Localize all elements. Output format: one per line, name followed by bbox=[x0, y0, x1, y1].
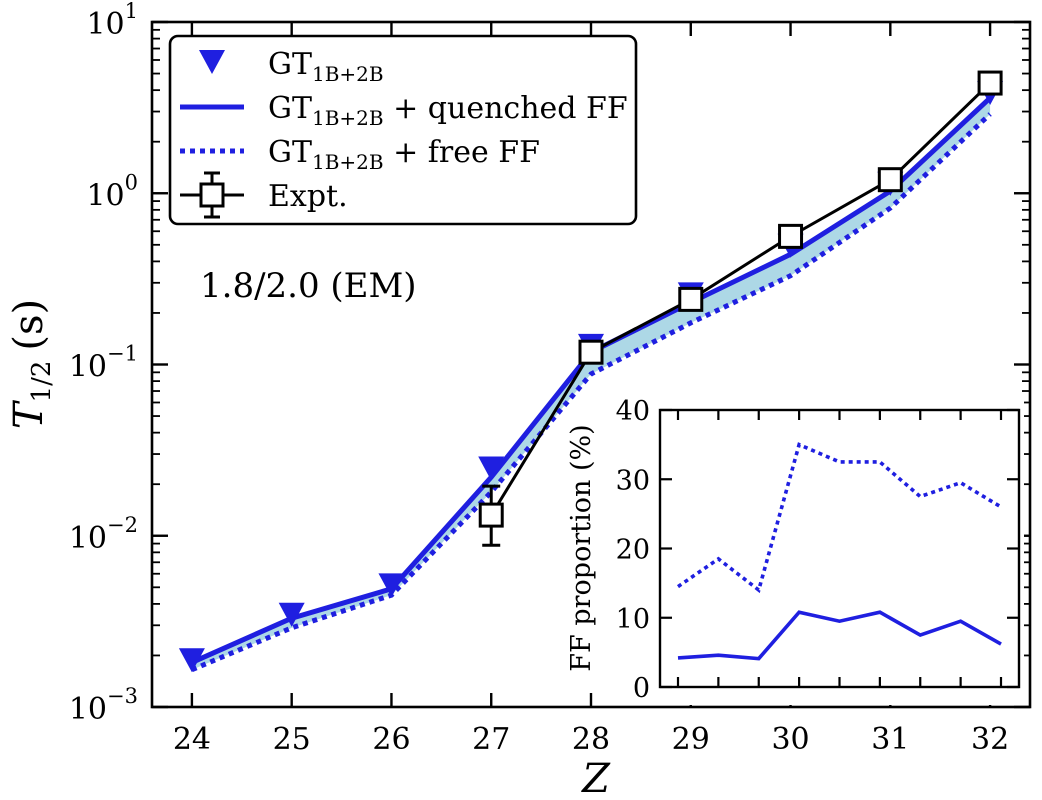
inset-y-axis-label: FF proportion (%) bbox=[566, 424, 597, 671]
x-tick-label: 26 bbox=[372, 722, 410, 757]
svg-text:T1/2(s): T1/2 (s) bbox=[6, 299, 57, 429]
y-tick-label: 10−3 bbox=[69, 684, 138, 727]
inset-series-inset_quenched bbox=[677, 610, 1002, 661]
inset-series-layer bbox=[676, 442, 1002, 661]
expt-marker bbox=[977, 70, 1003, 96]
x-axis-label: Z bbox=[580, 756, 611, 800]
expt-marker bbox=[578, 339, 604, 365]
series-line-free-ff bbox=[190, 112, 992, 673]
inset-chart: 0 10 20 30 40 FF proportion (%) bbox=[566, 396, 1024, 705]
gt-marker bbox=[378, 573, 405, 598]
legend-gt-marker bbox=[199, 49, 225, 74]
y-tick-label: 101 bbox=[86, 0, 138, 42]
gt-marker bbox=[278, 602, 305, 627]
inset-background bbox=[612, 397, 1024, 705]
y-tick-label: 10−1 bbox=[69, 342, 138, 385]
inset-y-tick-label: 20 bbox=[616, 535, 650, 566]
model-annotation: 1.8/2.0 (EM) bbox=[200, 266, 417, 306]
x-tick-label: 29 bbox=[672, 722, 710, 757]
legend-entries: GT1B+2B GT1B+2B + quenched FF GT1B+2B + fr… bbox=[180, 47, 628, 219]
legend-label: GT1B+2B + free FF bbox=[268, 135, 540, 174]
series-line-expt bbox=[489, 81, 992, 516]
x-tick-label: 32 bbox=[971, 722, 1009, 757]
y-axis-label: T1/2 (s) bbox=[6, 299, 57, 429]
legend-label: GT1B+2B bbox=[268, 47, 384, 86]
expt-marker bbox=[877, 167, 903, 193]
expt-marker bbox=[778, 223, 804, 249]
y-axis-label-unit: (s) bbox=[6, 299, 52, 351]
legend-label: Expt. bbox=[268, 179, 348, 214]
x-tick-label: 31 bbox=[871, 722, 909, 757]
legend-symbol bbox=[199, 49, 225, 74]
expt-marker bbox=[678, 286, 704, 312]
inset-axis-layer: 0 10 20 30 40 bbox=[616, 396, 1019, 704]
y-tick-label: 100 bbox=[86, 170, 138, 213]
inset-series-inset_free bbox=[676, 442, 1002, 594]
x-tick-label: 27 bbox=[472, 722, 510, 757]
inset-y-tick-label: 40 bbox=[616, 396, 650, 427]
gt-marker bbox=[478, 456, 505, 481]
legend-symbol bbox=[180, 171, 244, 219]
x-tick-label: 30 bbox=[771, 722, 809, 757]
legend-box bbox=[168, 34, 638, 226]
y-tick-label: 10−2 bbox=[69, 513, 138, 556]
inset-y-tick-label: 30 bbox=[616, 465, 650, 496]
expt-marker bbox=[478, 502, 504, 528]
legend-expt-marker bbox=[199, 182, 225, 208]
x-tick-label: 24 bbox=[173, 722, 211, 757]
y-axis-label-sub: 1/2 bbox=[27, 361, 57, 403]
inset-y-tick-label: 10 bbox=[616, 604, 650, 635]
gt-marker bbox=[178, 648, 205, 673]
x-tick-label: 28 bbox=[572, 722, 610, 757]
x-tick-label: 25 bbox=[273, 722, 311, 757]
legend-label: GT1B+2B + quenched FF bbox=[268, 91, 628, 130]
y-axis-label-main: T bbox=[6, 399, 52, 429]
legend: GT1B+2B GT1B+2B + quenched FF GT1B+2B + fr… bbox=[168, 34, 638, 226]
marker-layer bbox=[178, 70, 1004, 673]
inset-y-tick-label: 0 bbox=[633, 673, 650, 704]
